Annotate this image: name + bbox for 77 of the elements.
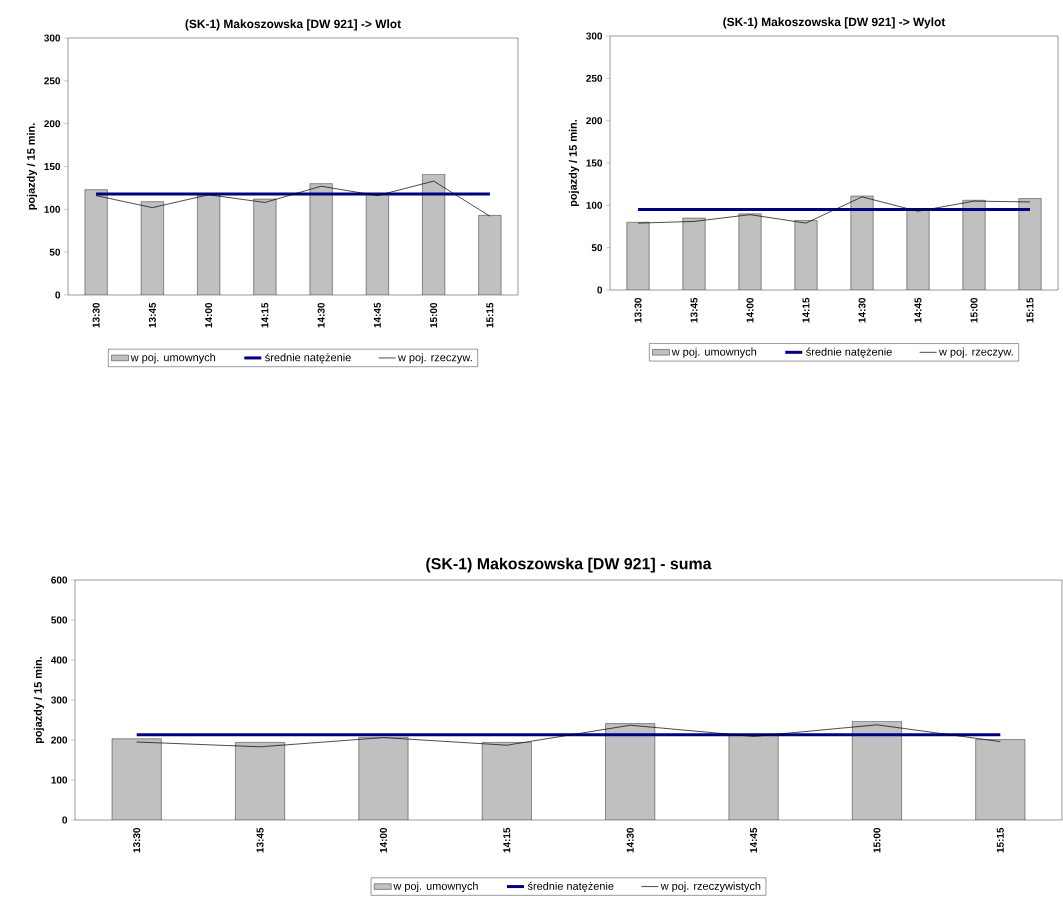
y-tick-label: 0 <box>62 816 68 824</box>
bar <box>906 209 930 290</box>
y-tick-label: 100 <box>51 776 68 784</box>
bar <box>738 213 762 290</box>
x-tick-label: 15:15 <box>996 827 1004 853</box>
bar <box>1018 198 1042 290</box>
y-tick-label: 500 <box>51 616 68 624</box>
x-tick-label: 14:30 <box>626 827 634 853</box>
y-tick-label: 400 <box>51 656 68 664</box>
line-series <box>136 724 1001 748</box>
bar <box>481 742 532 820</box>
x-tick-label: 14:15 <box>802 297 810 323</box>
bar <box>850 195 874 290</box>
legend-label: w poj. umownych <box>393 881 478 893</box>
x-tick-label: 13:45 <box>148 302 156 328</box>
x-tick-label: 14:15 <box>261 302 269 328</box>
legend-label: średnie natężenie <box>806 347 892 358</box>
bar <box>794 220 818 290</box>
bar <box>235 742 285 820</box>
y-tick-label: 150 <box>586 159 603 167</box>
y-axis-title: pojazdy / 15 min. <box>33 656 45 744</box>
legend-label: średnie natężenie <box>265 353 351 364</box>
x-tick-label: 15:00 <box>970 297 978 323</box>
x-tick-label: 13:30 <box>133 827 141 853</box>
y-tick-label: 100 <box>44 205 61 213</box>
y-tick-label: 50 <box>49 248 61 256</box>
x-tick-label: 14:00 <box>205 302 213 328</box>
legend-label: w poj. umownych <box>130 353 216 364</box>
y-tick-label: 300 <box>51 696 68 704</box>
chart-title: (SK-1) Makoszowska [DW 921] - suma <box>426 557 712 573</box>
x-tick-label: 13:30 <box>92 302 100 328</box>
legend-label: w poj. rzeczyw. <box>938 347 1013 358</box>
y-tick-label: 250 <box>44 77 61 85</box>
legend-label: w poj. rzeczywistych <box>660 881 761 893</box>
y-tick-label: 0 <box>597 286 603 294</box>
y-tick-label: 200 <box>51 736 68 744</box>
x-tick-label: 15:00 <box>873 827 881 853</box>
legend-label: średnie natężenie <box>527 881 614 893</box>
y-tick-label: 150 <box>44 162 61 171</box>
x-tick-label: 15:00 <box>430 302 438 328</box>
y-tick-label: 0 <box>55 291 61 299</box>
y-tick-label: 200 <box>44 120 61 128</box>
y-tick-label: 100 <box>586 201 603 209</box>
bar <box>962 200 986 290</box>
x-tick-label: 14:00 <box>379 827 387 853</box>
bar <box>728 734 779 820</box>
legend-label: w poj. rzeczyw. <box>397 353 472 364</box>
y-tick-label: 600 <box>51 576 68 584</box>
x-tick-label: 14:45 <box>914 297 922 323</box>
y-tick-label: 50 <box>591 244 603 252</box>
bar <box>605 723 656 820</box>
y-tick-label: 250 <box>586 74 603 82</box>
x-tick-label: 13:45 <box>256 827 264 853</box>
x-tick-label: 14:15 <box>503 827 511 853</box>
x-tick-label: 13:45 <box>690 297 698 323</box>
y-axis-title: pojazdy / 15 min. <box>568 119 580 207</box>
chart-title: (SK-1) Makoszowska [DW 921] -> Wlot <box>185 19 401 31</box>
y-tick-label: 200 <box>586 117 603 125</box>
x-tick-label: 13:30 <box>634 297 642 323</box>
x-tick-label: 14:45 <box>750 827 758 853</box>
bar <box>626 222 650 290</box>
y-tick-label: 300 <box>586 32 603 40</box>
y-axis-title: pojazdy / 15 min. <box>26 123 38 210</box>
x-tick-label: 14:45 <box>373 302 381 328</box>
chart-title: (SK-1) Makoszowska [DW 921] -> Wylot <box>723 17 946 29</box>
bar <box>852 721 902 820</box>
x-tick-label: 14:30 <box>858 297 866 323</box>
bar <box>682 217 706 290</box>
bar <box>975 739 1026 820</box>
bar <box>111 738 162 820</box>
bar <box>358 737 409 820</box>
x-tick-label: 14:30 <box>317 302 325 328</box>
y-tick-label: 300 <box>44 34 61 42</box>
x-tick-label: 14:00 <box>746 297 754 323</box>
legend-label: w poj. umownych <box>671 347 757 358</box>
x-tick-label: 15:15 <box>486 302 494 328</box>
x-tick-label: 15:15 <box>1026 297 1034 323</box>
